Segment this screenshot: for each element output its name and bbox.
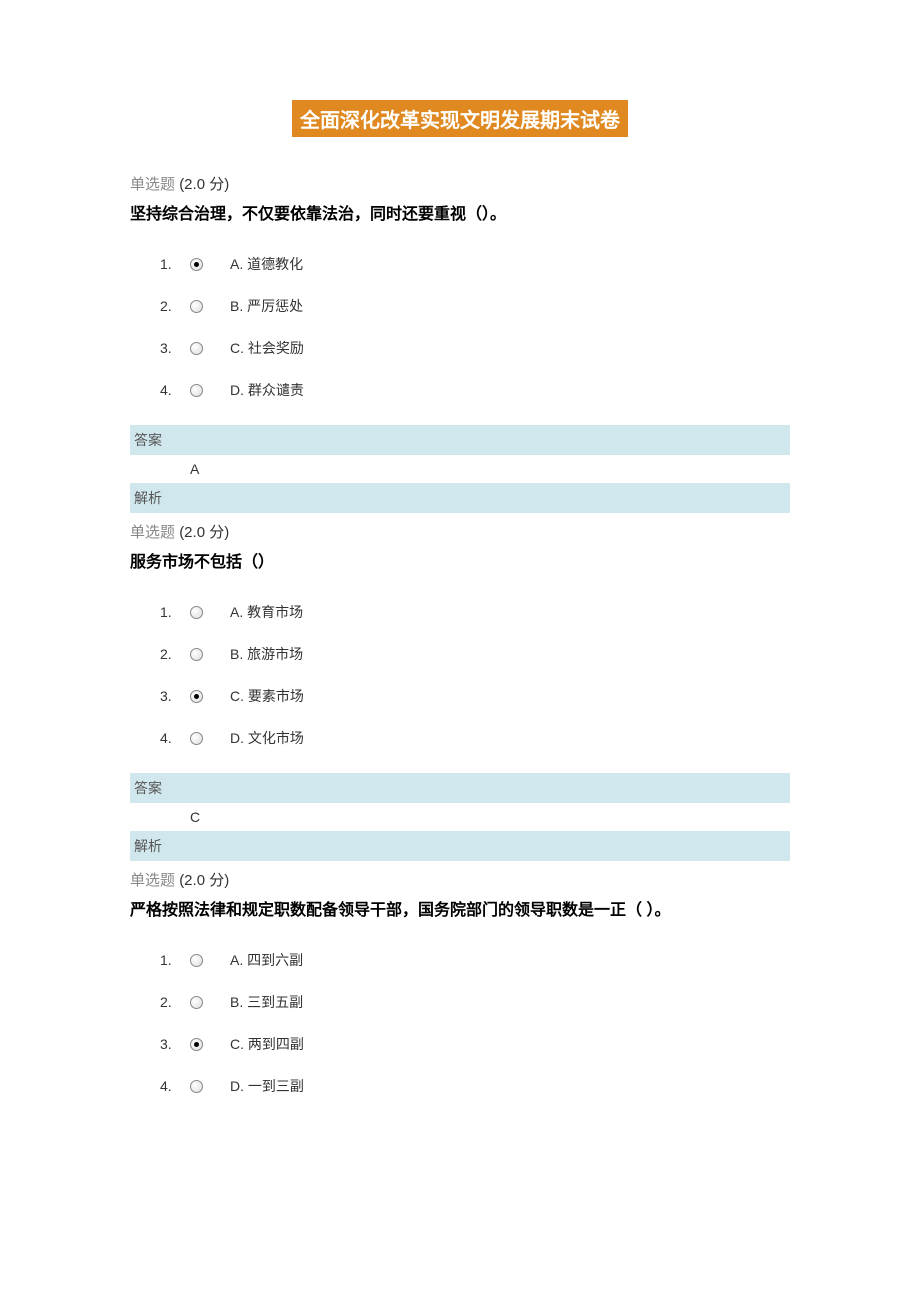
option-text: B. 三到五副 bbox=[230, 992, 303, 1012]
option-number: 4. bbox=[160, 730, 190, 746]
option-row[interactable]: 2. B. 严厉惩处 bbox=[160, 296, 790, 316]
radio-container bbox=[190, 1038, 230, 1051]
question-text: 严格按照法律和规定职数配备领导干部，国务院部门的领导职数是一正（ ）。 bbox=[130, 896, 790, 920]
question-type: 单选题 (2.0 分) bbox=[130, 173, 790, 194]
radio-icon[interactable] bbox=[190, 648, 203, 661]
option-text: A. 道德教化 bbox=[230, 254, 303, 274]
options-list: 1. A. 教育市场 2. B. 旅游市场 3. C. 要素市场 4. D. 文… bbox=[130, 602, 790, 748]
option-number: 4. bbox=[160, 382, 190, 398]
radio-icon[interactable] bbox=[190, 300, 203, 313]
radio-icon[interactable] bbox=[190, 1080, 203, 1093]
radio-icon[interactable] bbox=[190, 384, 203, 397]
answer-section: 答案 A 解析 bbox=[130, 425, 790, 513]
question-type: 单选题 (2.0 分) bbox=[130, 521, 790, 542]
radio-container bbox=[190, 384, 230, 397]
option-number: 2. bbox=[160, 646, 190, 662]
option-number: 3. bbox=[160, 340, 190, 356]
radio-icon[interactable] bbox=[190, 996, 203, 1009]
option-number: 2. bbox=[160, 994, 190, 1010]
option-number: 2. bbox=[160, 298, 190, 314]
radio-container bbox=[190, 996, 230, 1009]
radio-container bbox=[190, 300, 230, 313]
answer-label: 答案 bbox=[130, 773, 790, 803]
option-text: C. 社会奖励 bbox=[230, 338, 304, 358]
radio-container bbox=[190, 732, 230, 745]
answer-section: 答案 C 解析 bbox=[130, 773, 790, 861]
option-number: 1. bbox=[160, 256, 190, 272]
title-container: 全面深化改革实现文明发展期末试卷 bbox=[130, 100, 790, 155]
question-block: 单选题 (2.0 分) 严格按照法律和规定职数配备领导干部，国务院部门的领导职数… bbox=[130, 869, 790, 1096]
type-label: 单选题 bbox=[130, 872, 175, 889]
question-text: 坚持综合治理，不仅要依靠法治，同时还要重视（）。 bbox=[130, 200, 790, 224]
option-row[interactable]: 4. D. 一到三副 bbox=[160, 1076, 790, 1096]
option-text: B. 旅游市场 bbox=[230, 644, 303, 664]
explain-label: 解析 bbox=[130, 483, 790, 513]
option-text: A. 教育市场 bbox=[230, 602, 303, 622]
radio-container bbox=[190, 342, 230, 355]
radio-icon[interactable] bbox=[190, 954, 203, 967]
option-text: D. 文化市场 bbox=[230, 728, 304, 748]
question-type: 单选题 (2.0 分) bbox=[130, 869, 790, 890]
radio-container bbox=[190, 606, 230, 619]
question-text: 服务市场不包括（） bbox=[130, 548, 790, 572]
type-label: 单选题 bbox=[130, 176, 175, 193]
radio-container bbox=[190, 954, 230, 967]
option-row[interactable]: 1. A. 道德教化 bbox=[160, 254, 790, 274]
option-row[interactable]: 1. A. 教育市场 bbox=[160, 602, 790, 622]
radio-container bbox=[190, 648, 230, 661]
type-label: 单选题 bbox=[130, 524, 175, 541]
answer-value: A bbox=[130, 455, 790, 483]
answer-value: C bbox=[130, 803, 790, 831]
option-text: B. 严厉惩处 bbox=[230, 296, 303, 316]
option-row[interactable]: 4. D. 文化市场 bbox=[160, 728, 790, 748]
option-number: 3. bbox=[160, 1036, 190, 1052]
radio-icon[interactable] bbox=[190, 732, 203, 745]
radio-container bbox=[190, 1080, 230, 1093]
option-text: C. 两到四副 bbox=[230, 1034, 304, 1054]
option-row[interactable]: 1. A. 四到六副 bbox=[160, 950, 790, 970]
option-text: D. 一到三副 bbox=[230, 1076, 304, 1096]
option-row[interactable]: 2. B. 旅游市场 bbox=[160, 644, 790, 664]
question-block: 单选题 (2.0 分) 服务市场不包括（） 1. A. 教育市场 2. B. 旅… bbox=[130, 521, 790, 861]
page-title: 全面深化改革实现文明发展期末试卷 bbox=[292, 100, 628, 137]
option-row[interactable]: 3. C. 两到四副 bbox=[160, 1034, 790, 1054]
option-row[interactable]: 3. C. 要素市场 bbox=[160, 686, 790, 706]
radio-container bbox=[190, 690, 230, 703]
points-label: (2.0 分) bbox=[179, 176, 229, 193]
radio-icon[interactable] bbox=[190, 258, 203, 271]
option-row[interactable]: 4. D. 群众谴责 bbox=[160, 380, 790, 400]
options-list: 1. A. 四到六副 2. B. 三到五副 3. C. 两到四副 4. D. 一… bbox=[130, 950, 790, 1096]
option-number: 3. bbox=[160, 688, 190, 704]
option-number: 4. bbox=[160, 1078, 190, 1094]
option-text: C. 要素市场 bbox=[230, 686, 304, 706]
radio-container bbox=[190, 258, 230, 271]
radio-icon[interactable] bbox=[190, 690, 203, 703]
option-row[interactable]: 2. B. 三到五副 bbox=[160, 992, 790, 1012]
radio-icon[interactable] bbox=[190, 342, 203, 355]
answer-label: 答案 bbox=[130, 425, 790, 455]
option-text: D. 群众谴责 bbox=[230, 380, 304, 400]
points-label: (2.0 分) bbox=[179, 872, 229, 889]
radio-icon[interactable] bbox=[190, 1038, 203, 1051]
points-label: (2.0 分) bbox=[179, 524, 229, 541]
option-number: 1. bbox=[160, 952, 190, 968]
radio-icon[interactable] bbox=[190, 606, 203, 619]
options-list: 1. A. 道德教化 2. B. 严厉惩处 3. C. 社会奖励 4. D. 群… bbox=[130, 254, 790, 400]
option-text: A. 四到六副 bbox=[230, 950, 303, 970]
question-block: 单选题 (2.0 分) 坚持综合治理，不仅要依靠法治，同时还要重视（）。 1. … bbox=[130, 173, 790, 513]
option-number: 1. bbox=[160, 604, 190, 620]
explain-label: 解析 bbox=[130, 831, 790, 861]
option-row[interactable]: 3. C. 社会奖励 bbox=[160, 338, 790, 358]
